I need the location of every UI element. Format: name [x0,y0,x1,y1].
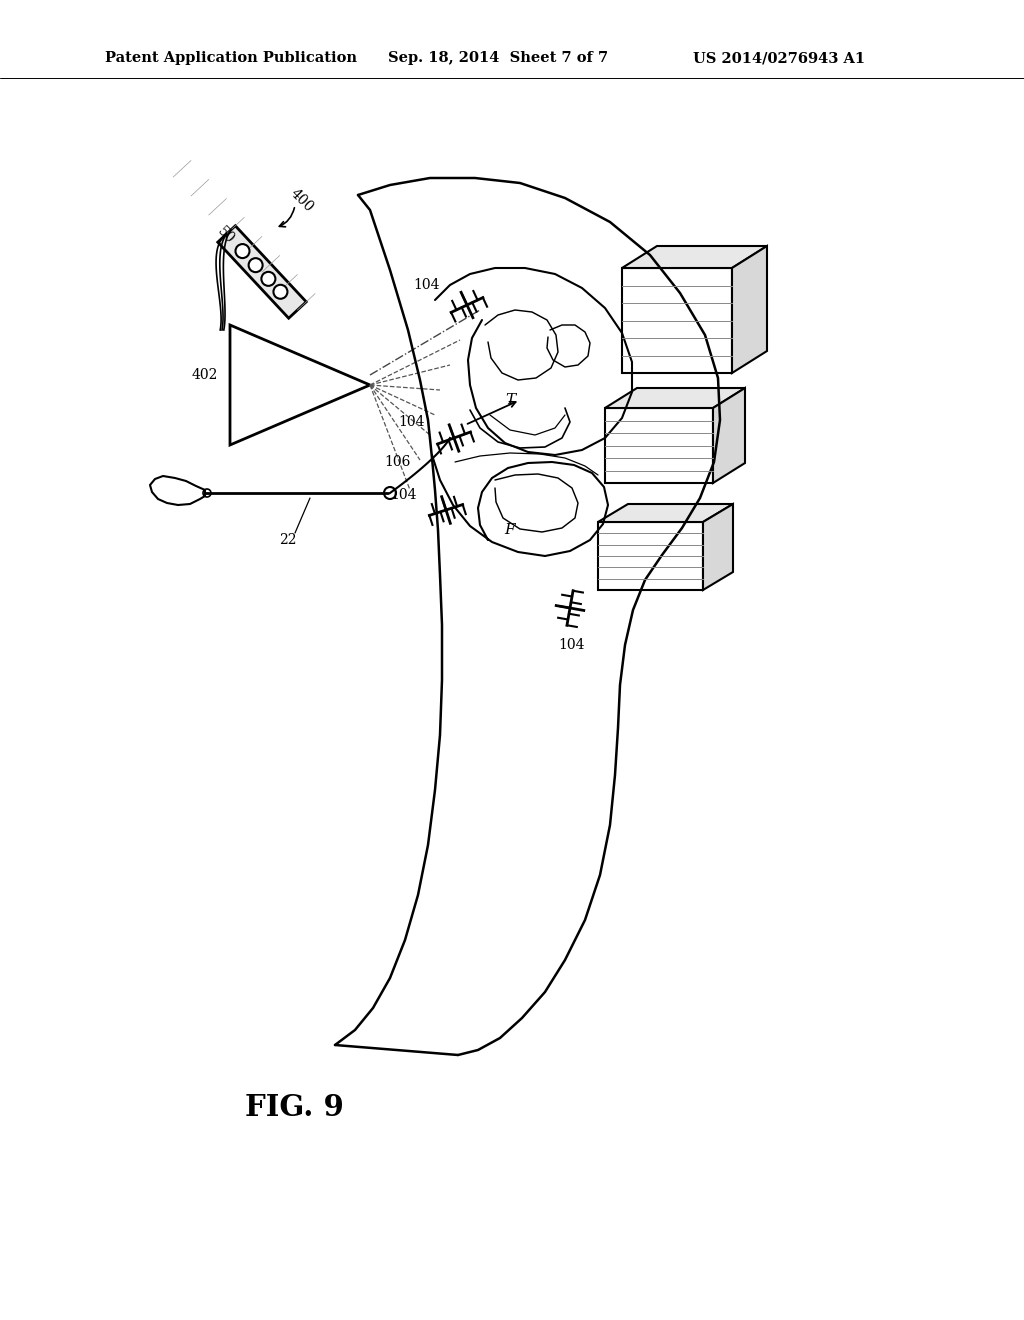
Polygon shape [598,504,733,521]
Text: 104: 104 [559,638,586,652]
Polygon shape [622,268,732,374]
Polygon shape [218,226,306,318]
Polygon shape [622,246,767,268]
Text: 106: 106 [385,455,412,469]
Text: F: F [505,523,515,537]
Text: FIG. 9: FIG. 9 [245,1093,344,1122]
Circle shape [384,487,396,499]
Text: Sep. 18, 2014  Sheet 7 of 7: Sep. 18, 2014 Sheet 7 of 7 [388,51,608,65]
Circle shape [203,488,211,498]
Text: 400: 400 [288,186,316,214]
Text: US 2014/0276943 A1: US 2014/0276943 A1 [693,51,865,65]
Polygon shape [713,388,745,483]
Polygon shape [230,325,370,445]
Polygon shape [732,246,767,374]
Text: 402: 402 [191,368,218,381]
Text: 50: 50 [215,224,238,246]
Text: 22: 22 [280,533,297,546]
Circle shape [249,259,262,272]
Polygon shape [598,521,703,590]
Polygon shape [605,388,745,408]
Text: 104: 104 [398,414,425,429]
Text: T: T [505,393,515,407]
Polygon shape [703,504,733,590]
Text: 104: 104 [391,488,417,502]
Circle shape [261,272,275,286]
Circle shape [236,244,250,259]
Circle shape [273,285,288,298]
Text: 104: 104 [414,279,440,292]
Polygon shape [605,408,713,483]
Text: Patent Application Publication: Patent Application Publication [105,51,357,65]
